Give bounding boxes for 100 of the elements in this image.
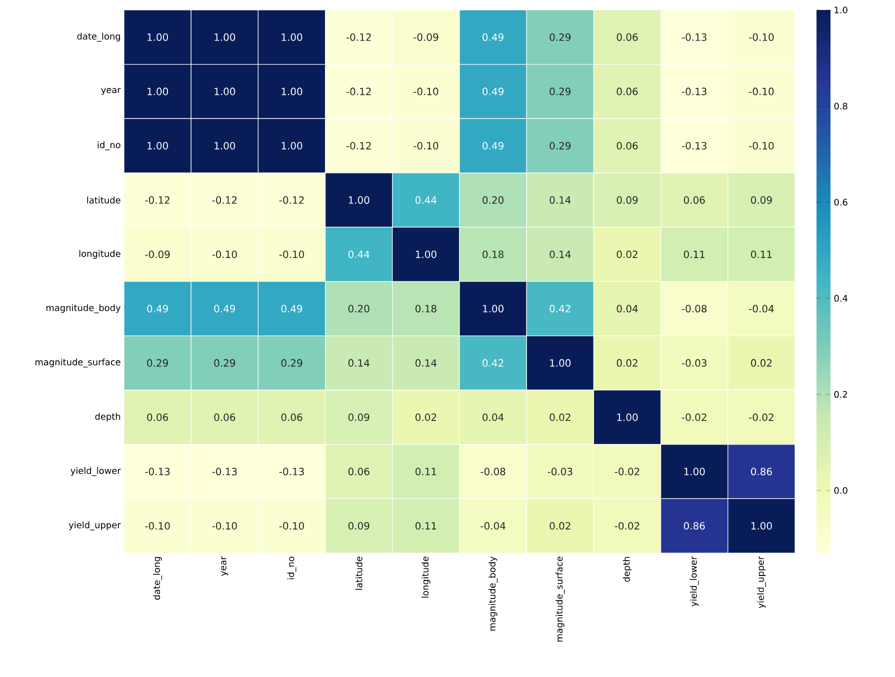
- data-label: 0.06: [616, 142, 638, 150]
- y-tick-label: magnitude_surface: [36, 358, 120, 368]
- data-label: -0.10: [749, 142, 774, 150]
- data-label: 0.06: [616, 88, 638, 96]
- color-bar-label: 0.2: [834, 391, 848, 398]
- data-label: -0.02: [614, 468, 640, 476]
- data-label: 0.29: [550, 33, 571, 41]
- y-tick-label: year: [101, 88, 121, 95]
- data-label: 0.29: [281, 359, 302, 367]
- y-tick-label: longitude: [79, 250, 120, 259]
- data-label: -0.02: [749, 413, 774, 422]
- data-label: 1.00: [617, 413, 638, 422]
- data-label: 0.49: [482, 88, 504, 96]
- data-label: -0.10: [279, 250, 304, 258]
- data-label: 0.49: [281, 304, 302, 312]
- x-tick-label: latitude: [355, 556, 362, 590]
- data-label: -0.04: [749, 304, 774, 312]
- data-label: -0.12: [346, 33, 371, 41]
- data-label: -0.13: [682, 142, 706, 150]
- color-bar-label: 0.6: [834, 198, 848, 206]
- data-label: 0.14: [550, 250, 571, 258]
- y-tick-label: yield_lower: [70, 467, 121, 476]
- color-bar-label: 0.4: [834, 294, 848, 302]
- data-label: 0.09: [616, 196, 638, 204]
- x-tick-label: magnitude_surface: [556, 556, 565, 642]
- data-label: 0.02: [550, 522, 570, 530]
- data-label: 0.09: [348, 522, 370, 530]
- x-tick-label: id_no: [287, 556, 296, 580]
- y-tick-label: id_no: [98, 141, 120, 150]
- data-label: 1.00: [148, 142, 168, 150]
- data-label: 0.09: [751, 196, 772, 204]
- data-label: 1.00: [483, 304, 504, 312]
- data-label: -0.08: [480, 468, 506, 476]
- data-label: -0.10: [279, 522, 304, 530]
- x-tick-label: year: [221, 556, 228, 576]
- data-label: -0.09: [145, 250, 170, 258]
- data-label: -0.10: [145, 522, 170, 530]
- y-tick-label: latitude: [87, 196, 120, 204]
- data-label: -0.13: [682, 88, 706, 96]
- data-label: 0.49: [214, 304, 236, 312]
- data-label: 0.14: [348, 359, 370, 367]
- data-label: 1.00: [214, 33, 236, 41]
- data-label: 1.00: [282, 142, 302, 150]
- data-label: -0.10: [749, 33, 774, 41]
- data-label: 0.29: [214, 359, 236, 367]
- y-tick-label: date_long: [77, 32, 120, 42]
- data-label: 0.29: [550, 88, 571, 96]
- data-label: 0.06: [348, 468, 370, 476]
- data-label: 0.02: [616, 359, 638, 367]
- data-label: 0.14: [550, 196, 571, 204]
- data-label: 1.00: [214, 142, 236, 150]
- data-label: 0.02: [416, 413, 436, 422]
- data-label: 1.00: [684, 468, 705, 476]
- data-label: 0.06: [616, 33, 638, 41]
- data-label: 0.44: [416, 196, 436, 204]
- color-bar-label: 1.0: [834, 6, 848, 14]
- data-label: -0.12: [346, 88, 371, 96]
- data-label: -0.10: [212, 522, 237, 530]
- data-label: 1.00: [550, 359, 571, 367]
- x-tick-label: longitude: [422, 556, 430, 598]
- data-label: 0.02: [616, 250, 638, 258]
- color-bar-label: 0.0: [834, 487, 848, 494]
- data-label: -0.04: [480, 522, 506, 530]
- data-label: -0.10: [212, 250, 237, 258]
- data-label: 0.29: [550, 142, 571, 150]
- data-label: -0.13: [682, 33, 706, 41]
- data-label: -0.13: [279, 468, 304, 476]
- data-label: -0.12: [212, 196, 237, 204]
- data-label: 0.18: [416, 304, 436, 312]
- data-label: 1.00: [148, 33, 168, 41]
- data-label: 1.00: [282, 33, 302, 41]
- data-label: 1.00: [282, 88, 302, 96]
- data-label: -0.02: [614, 522, 640, 530]
- data-label: 1.00: [214, 88, 236, 96]
- y-tick-label: yield_upper: [68, 521, 121, 530]
- x-tick-label: yield_upper: [756, 556, 766, 608]
- data-label: -0.09: [414, 33, 438, 41]
- data-label: -0.13: [212, 468, 237, 476]
- y-tick-label: magnitude_body: [46, 304, 121, 314]
- data-label: 1.00: [348, 196, 370, 204]
- data-label: -0.02: [682, 413, 706, 422]
- x-tick-label: depth: [622, 556, 632, 582]
- data-label: 0.04: [616, 304, 638, 312]
- data-label: 0.49: [147, 304, 168, 312]
- data-label: 0.18: [482, 250, 504, 258]
- data-label: -0.10: [749, 88, 774, 96]
- x-tick-label: date_long: [153, 557, 162, 600]
- data-label: 0.09: [348, 413, 370, 422]
- data-label: 0.11: [684, 250, 705, 258]
- x-tick-label: magnitude_body: [488, 556, 498, 631]
- x-tick-label: yield_lower: [690, 556, 699, 606]
- data-label: 0.06: [147, 413, 168, 422]
- data-label: 0.04: [482, 413, 504, 422]
- data-label: 0.20: [348, 304, 370, 312]
- data-label: -0.12: [279, 196, 304, 204]
- data-label: -0.03: [682, 359, 706, 367]
- data-label: 0.86: [684, 522, 705, 530]
- data-label: -0.03: [548, 468, 572, 476]
- data-label: -0.10: [414, 142, 438, 150]
- data-label: 0.49: [482, 33, 504, 41]
